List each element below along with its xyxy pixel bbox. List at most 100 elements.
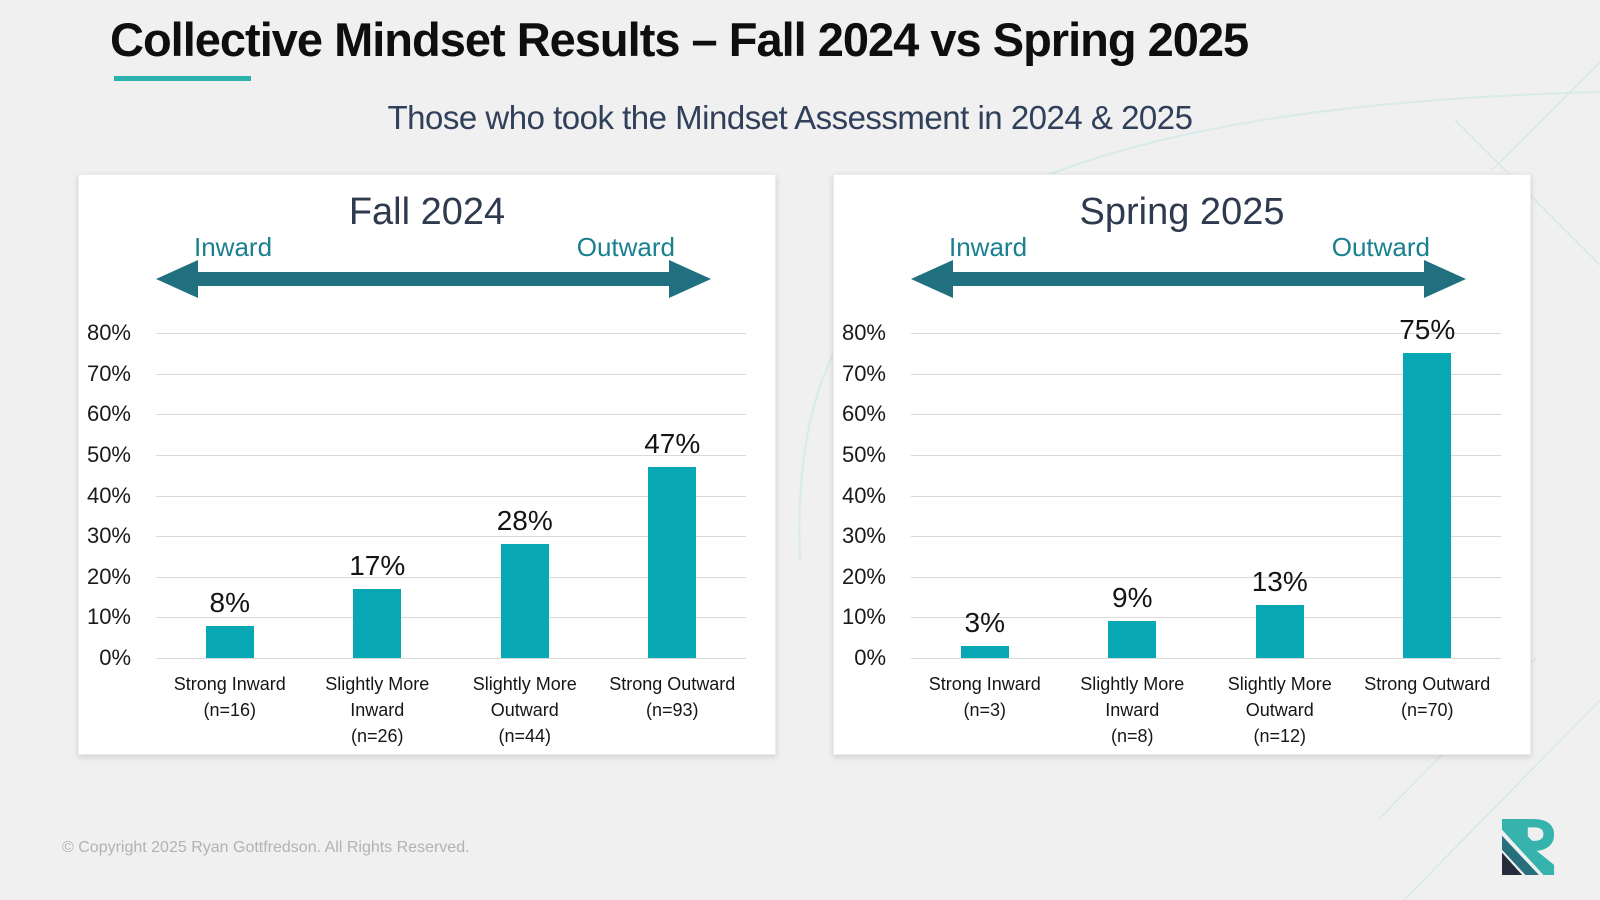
category-name: Strong Outward <box>1364 674 1491 694</box>
category-name: Strong Inward <box>173 674 286 694</box>
bar <box>1403 353 1452 658</box>
gridline <box>911 414 1501 416</box>
chart-title: Spring 2025 <box>1079 191 1285 233</box>
inward-outward-arrow-icon <box>156 260 711 298</box>
copyright-text: © Copyright 2025 Ryan Gottfredson. All R… <box>62 839 470 856</box>
chart-panel-fall-2024: Fall 2024 Inward Outward 0% 10% 20% 30% 40% 5… <box>78 174 776 755</box>
bar <box>648 467 697 658</box>
plot-area: 3% 9% 13% 75% <box>911 314 1501 659</box>
y-tick-label: 40% <box>841 482 886 508</box>
gridline <box>156 414 746 416</box>
category-name: Strong Inward <box>928 674 1041 694</box>
bar-column: 3% <box>911 333 1059 658</box>
category-label: Slightly More Outward (n=12) <box>1206 671 1354 749</box>
bar-value-label: 3% <box>964 606 1005 638</box>
y-tick-label: 0% <box>99 645 131 670</box>
bar-column: 8% <box>156 333 304 658</box>
gridline <box>156 495 746 497</box>
bar-column: 28% <box>451 333 599 658</box>
bar-value-label: 8% <box>209 586 250 618</box>
bar-value-label: 17% <box>349 549 406 581</box>
bar-column: 47% <box>599 333 747 658</box>
y-tick-label: 50% <box>86 441 131 467</box>
gridline <box>156 617 746 619</box>
outward-label: Outward <box>576 232 675 262</box>
direction-labels: Inward Outward <box>194 232 675 263</box>
ryan-gottfredson-r-logo <box>1502 819 1555 875</box>
y-tick-label: 70% <box>841 360 886 386</box>
category-name: Strong Outward <box>609 674 736 694</box>
category-label: Strong Inward (n=3) <box>911 671 1059 749</box>
category-name: Slightly More Inward <box>1080 674 1185 721</box>
chart-panel-spring-2025: Spring 2025 Inward Outward 0% 10% 20% 30% 40… <box>833 174 1531 755</box>
category-label: Slightly More Outward (n=44) <box>451 671 599 749</box>
y-tick-label: 20% <box>841 563 886 589</box>
category-label: Slightly More Inward (n=8) <box>1059 671 1207 749</box>
category-n-count: (n=3) <box>963 700 1007 721</box>
gridline <box>911 658 1501 659</box>
y-tick-label: 80% <box>86 320 131 345</box>
y-tick-label: 50% <box>841 441 886 467</box>
y-tick-label: 60% <box>86 401 131 427</box>
bar-value-label: 9% <box>1112 582 1153 614</box>
slide-subtitle: Those who took the Mindset Assessment in… <box>387 99 1194 136</box>
gridline <box>911 617 1501 619</box>
y-tick-label: 0% <box>854 645 886 670</box>
bar <box>500 544 549 658</box>
y-tick-label: 60% <box>841 401 886 427</box>
gridline <box>911 373 1501 375</box>
category-name: Slightly More Outward <box>1227 674 1332 721</box>
y-tick-label: 40% <box>86 482 131 508</box>
slide-header: Collective Mindset Results – Fall 2024 v… <box>110 12 1249 81</box>
bar <box>960 645 1009 658</box>
gridline <box>156 373 746 375</box>
y-tick-label: 80% <box>841 320 886 345</box>
category-n-count: (n=16) <box>203 700 257 721</box>
gridline <box>156 536 746 538</box>
gridline <box>911 333 1501 334</box>
gridline <box>911 495 1501 497</box>
bar-value-label: 28% <box>496 505 553 537</box>
category-n-count: (n=26) <box>350 726 404 747</box>
inward-label: Inward <box>194 232 273 262</box>
y-tick-label: 20% <box>86 563 131 589</box>
y-tick-label: 30% <box>86 523 131 549</box>
category-name: Slightly More Outward <box>472 674 577 721</box>
gridline <box>911 576 1501 578</box>
category-label: Strong Outward (n=93) <box>599 671 747 749</box>
bar <box>1255 605 1304 658</box>
category-label: Slightly More Inward (n=26) <box>304 671 452 749</box>
y-tick-label: 10% <box>86 604 131 630</box>
bar <box>353 588 402 658</box>
gridline <box>156 658 746 659</box>
category-n-count: (n=8) <box>1110 726 1154 747</box>
category-n-count: (n=93) <box>645 700 699 721</box>
bar-column: 17% <box>304 333 452 658</box>
gridline <box>156 454 746 456</box>
bar-value-label: 47% <box>644 428 701 460</box>
title-underline-accent <box>114 76 251 81</box>
charts-row: Fall 2024 Inward Outward 0% 10% 20% 30% 40% 5… <box>78 174 1531 755</box>
y-tick-label: 10% <box>841 604 886 630</box>
y-tick-label: 30% <box>841 523 886 549</box>
inward-outward-arrow-icon <box>911 260 1466 298</box>
bar-column: 9% <box>1059 333 1207 658</box>
gridline <box>911 454 1501 456</box>
slide-title: Collective Mindset Results – Fall 2024 v… <box>110 13 1249 66</box>
category-label: Strong Inward (n=16) <box>156 671 304 749</box>
bar <box>205 625 254 658</box>
gridline <box>156 576 746 578</box>
bar-column: 13% <box>1206 333 1354 658</box>
direction-labels: Inward Outward <box>949 232 1430 263</box>
bar <box>1108 621 1157 658</box>
gridline <box>911 536 1501 538</box>
bar-value-label: 75% <box>1399 314 1456 346</box>
plot-area: 8% 17% 28% 47% <box>156 333 747 659</box>
category-n-count: (n=70) <box>1400 700 1454 721</box>
y-tick-label: 70% <box>86 360 131 386</box>
gridline <box>156 333 746 334</box>
chart-title: Fall 2024 <box>348 191 506 233</box>
category-n-count: (n=44) <box>498 726 552 747</box>
outward-label: Outward <box>1331 232 1430 262</box>
